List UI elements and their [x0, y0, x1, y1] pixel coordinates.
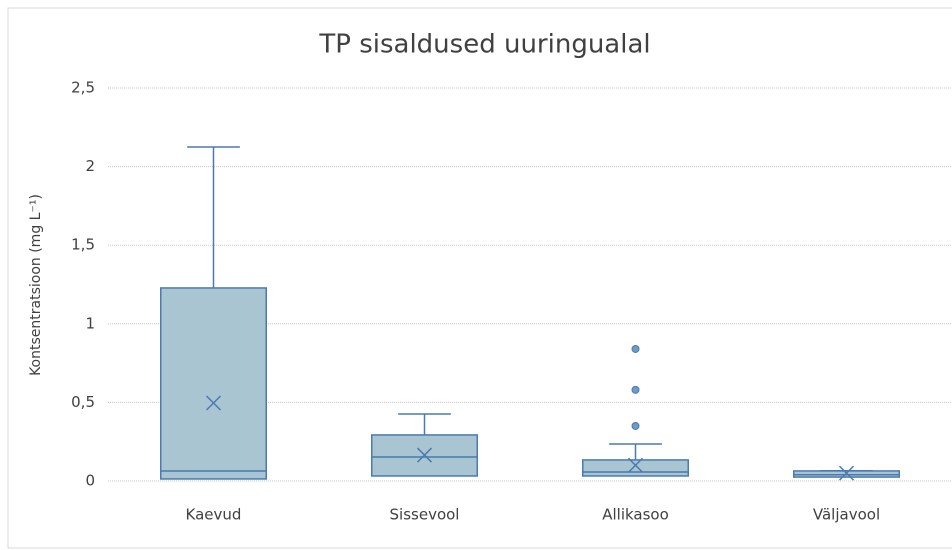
y-tick-label: 1,5 — [71, 236, 95, 254]
y-tick-label: 2,5 — [71, 79, 95, 97]
x-tick-label: Allikasoo — [602, 506, 669, 524]
y-axis-label: Kontsentratsioon (mg L⁻¹) — [28, 194, 44, 376]
box — [582, 459, 689, 477]
mean-marker — [416, 447, 433, 463]
mean-marker — [627, 457, 644, 473]
outlier — [631, 344, 640, 353]
mean-marker — [205, 395, 222, 411]
x-tick-label: Väljavool — [813, 506, 880, 524]
x-tick-label: Sissevool — [390, 506, 460, 524]
outlier — [631, 385, 640, 394]
chart-title: TP sisaldused uuringualal — [318, 30, 650, 60]
y-tick-label: 1 — [85, 314, 95, 332]
y-tick-label: 2 — [85, 157, 95, 175]
x-tick-label: Kaevud — [186, 506, 242, 524]
chart-border — [7, 7, 952, 549]
y-tick-label: 0 — [85, 472, 95, 490]
box — [160, 287, 267, 480]
y-tick-label: 0,5 — [71, 393, 95, 411]
outlier — [631, 421, 640, 430]
mean-marker — [838, 465, 855, 481]
